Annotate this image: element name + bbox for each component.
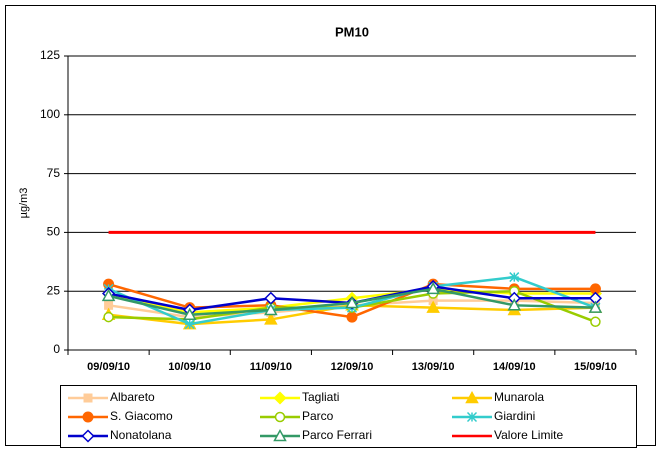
marker [264, 312, 278, 325]
y-tick-label: 25 [47, 283, 61, 297]
chart-border [5, 5, 656, 446]
y-tick-label: 75 [47, 166, 61, 180]
y-tick-label: 50 [47, 225, 61, 239]
marker [104, 300, 114, 310]
legend-label: Nonatolana [110, 428, 172, 442]
legend-label: Tagliati [302, 390, 339, 404]
legend-label: Parco Ferrari [302, 428, 372, 442]
marker [274, 411, 286, 423]
marker [103, 311, 114, 323]
legend-label: Parco [302, 409, 334, 423]
y-tick-label: 125 [40, 48, 60, 62]
marker [590, 316, 601, 328]
marker [589, 283, 601, 295]
marker [426, 300, 440, 313]
marker [82, 411, 94, 423]
marker [426, 281, 440, 295]
marker [101, 288, 116, 302]
legend-label: Albareto [110, 390, 155, 404]
marker [273, 428, 287, 442]
x-tick-label: 11/09/10 [250, 361, 292, 373]
legend-label: Giardini [494, 409, 535, 423]
marker [466, 411, 478, 423]
x-tick-label: 09/09/10 [87, 361, 130, 373]
marker [81, 429, 95, 443]
marker [182, 307, 197, 320]
marker [345, 295, 359, 309]
x-tick-label: 10/09/10 [168, 361, 211, 373]
legend-box [60, 385, 637, 448]
x-tick-label: 14/09/10 [493, 361, 536, 373]
x-tick-label: 15/09/10 [574, 361, 617, 373]
y-tick-label: 0 [53, 342, 60, 356]
legend-label: Munarola [494, 390, 544, 404]
marker [509, 272, 520, 283]
marker [184, 319, 195, 330]
chart-title: PM10 [335, 24, 369, 39]
marker [264, 302, 278, 316]
legend-label: S. Giacomo [110, 409, 173, 423]
legend-label: Valore Limite [494, 428, 563, 442]
x-tick-label: 12/09/10 [331, 361, 374, 373]
marker [273, 391, 287, 405]
marker [507, 298, 522, 311]
marker [83, 393, 93, 403]
y-axis-label: µg/m3 [18, 188, 30, 219]
y-tick-label: 100 [40, 107, 60, 121]
marker [465, 390, 479, 404]
x-tick-label: 13/09/10 [412, 361, 455, 373]
marker [346, 311, 358, 323]
marker [588, 300, 603, 313]
